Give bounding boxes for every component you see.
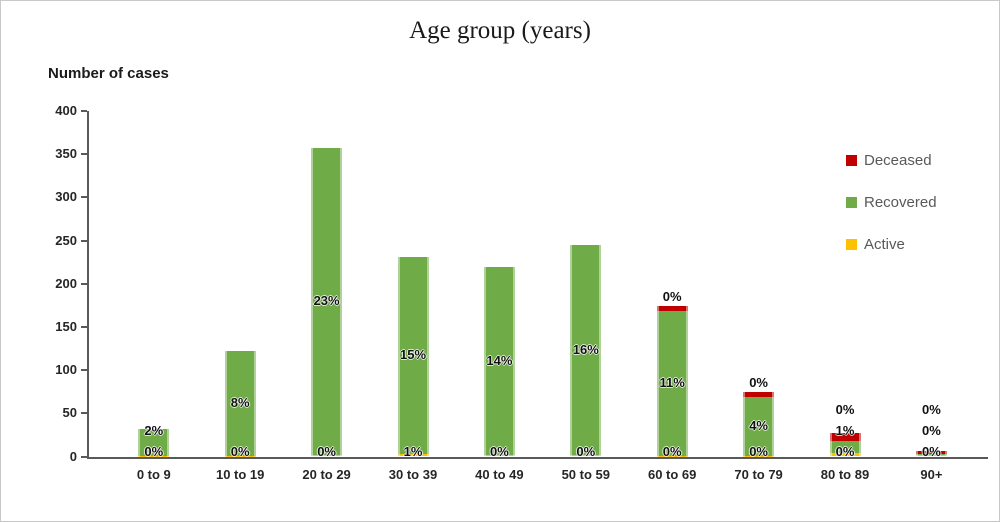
x-tick-label-1: 10 to 19 [215,466,265,482]
x-tick-label-5: 50 to 59 [561,466,610,482]
legend-label-deceased: Deceased [864,151,932,169]
label-recovered-7: 4% [749,418,768,434]
y-axis-tick [81,455,87,458]
chart-legend: Deceased Recovered Active [846,151,937,277]
label-active-6: 0% [662,443,682,459]
x-tick-label-3: 30 to 39 [388,466,438,482]
bar-active-30to39 [397,453,429,457]
label-active-9: 0% [921,443,941,459]
label-recovered-0: 2% [144,422,164,438]
legend-swatch-active [846,238,857,250]
y-tick-label: 250 [55,232,77,248]
legend-item-recovered: Recovered [846,193,937,211]
label-deceased-8: 0% [835,401,855,417]
bar-recovered-80to89 [829,440,861,454]
label-recovered-6: 11% [659,375,685,391]
y-axis-tick [81,369,87,372]
label-active-0: 0% [144,443,164,459]
y-axis-tick [81,153,87,156]
label-recovered-4: 14% [486,353,513,369]
label-deceased-7: 0% [749,374,768,390]
y-tick-label: 150 [55,318,77,334]
y-tick-label: 100 [55,362,77,378]
y-axis-tick [81,196,87,199]
bar-recovered-60to69 [656,310,688,456]
bar-deceased-80to89 [829,433,861,441]
y-axis-tick [81,239,87,242]
bar-recovered-10to19 [224,351,256,456]
bar-recovered-70to79 [743,396,775,456]
label-active-1: 0% [230,443,250,459]
label-active-2: 0% [317,443,336,459]
chart-title: Age group (years) [409,17,591,44]
x-tick-label-7: 70 to 79 [734,466,783,482]
bar-active-60to69 [656,455,688,457]
legend-swatch-deceased [846,154,857,166]
bar-deceased-70to79 [743,391,775,397]
y-axis-tick [81,282,87,285]
y-axis-line [87,111,89,459]
label-active-7: 0% [749,443,768,459]
bar-recovered-30to39 [397,256,429,454]
y-axis-title: Number of cases [48,65,169,82]
legend-item-deceased: Deceased [846,151,937,169]
label-recovered-3: 15% [399,347,427,363]
x-tick-label-8: 80 to 89 [820,466,870,482]
bar-active-10to19 [224,455,256,457]
bar-active-70to79 [743,455,775,457]
x-tick-label-0: 0 to 9 [136,466,171,482]
y-tick-label: 0 [69,448,77,464]
legend-item-active: Active [846,235,937,253]
bar-active-80to89 [829,453,861,457]
label-active-5: 0% [576,443,596,459]
y-axis-tick [81,412,87,415]
bar-active-50to59 [570,454,602,457]
legend-swatch-recovered [846,196,857,208]
label-recovered-5: 16% [572,341,599,357]
label-recovered-1: 8% [230,395,250,411]
legend-label-active: Active [864,235,905,253]
bar-recovered-50to59 [570,244,602,455]
label-active-8: 0% [835,443,855,459]
bar-deceased-90+ [915,451,947,454]
y-tick-label: 400 [55,103,77,118]
label-active-3: 1% [403,443,423,459]
bar-active-0to9 [138,455,170,457]
x-tick-label-4: 40 to 49 [475,466,524,482]
y-tick-label: 200 [55,275,77,291]
x-axis-line [87,456,988,459]
y-tick-label: 350 [55,146,77,162]
legend-label-recovered: Recovered [864,193,937,211]
y-axis-tick [81,110,87,112]
bar-active-20to29 [311,454,343,457]
bar-deceased-60to69 [656,306,688,311]
y-tick-label: 300 [55,189,77,205]
label-recovered-8: 1% [835,422,855,438]
bar-recovered-90+ [915,453,947,455]
label-deceased-9: 0% [921,401,941,417]
label-recovered-9: 0% [921,422,941,438]
label-active-4: 0% [489,443,509,459]
y-axis-tick [81,325,87,328]
bar-recovered-0to9 [138,428,170,456]
x-tick-label-2: 20 to 29 [302,466,351,482]
bar-recovered-40to49 [483,267,515,455]
bar-recovered-20to29 [311,148,343,455]
label-recovered-2: 23% [313,293,340,309]
bar-active-90+ [915,454,947,457]
label-deceased-6: 0% [662,289,682,305]
y-tick-label: 50 [62,405,77,421]
bar-active-40to49 [483,454,515,457]
x-tick-label-6: 60 to 69 [647,466,697,482]
x-tick-label-9: 90+ [920,466,943,482]
